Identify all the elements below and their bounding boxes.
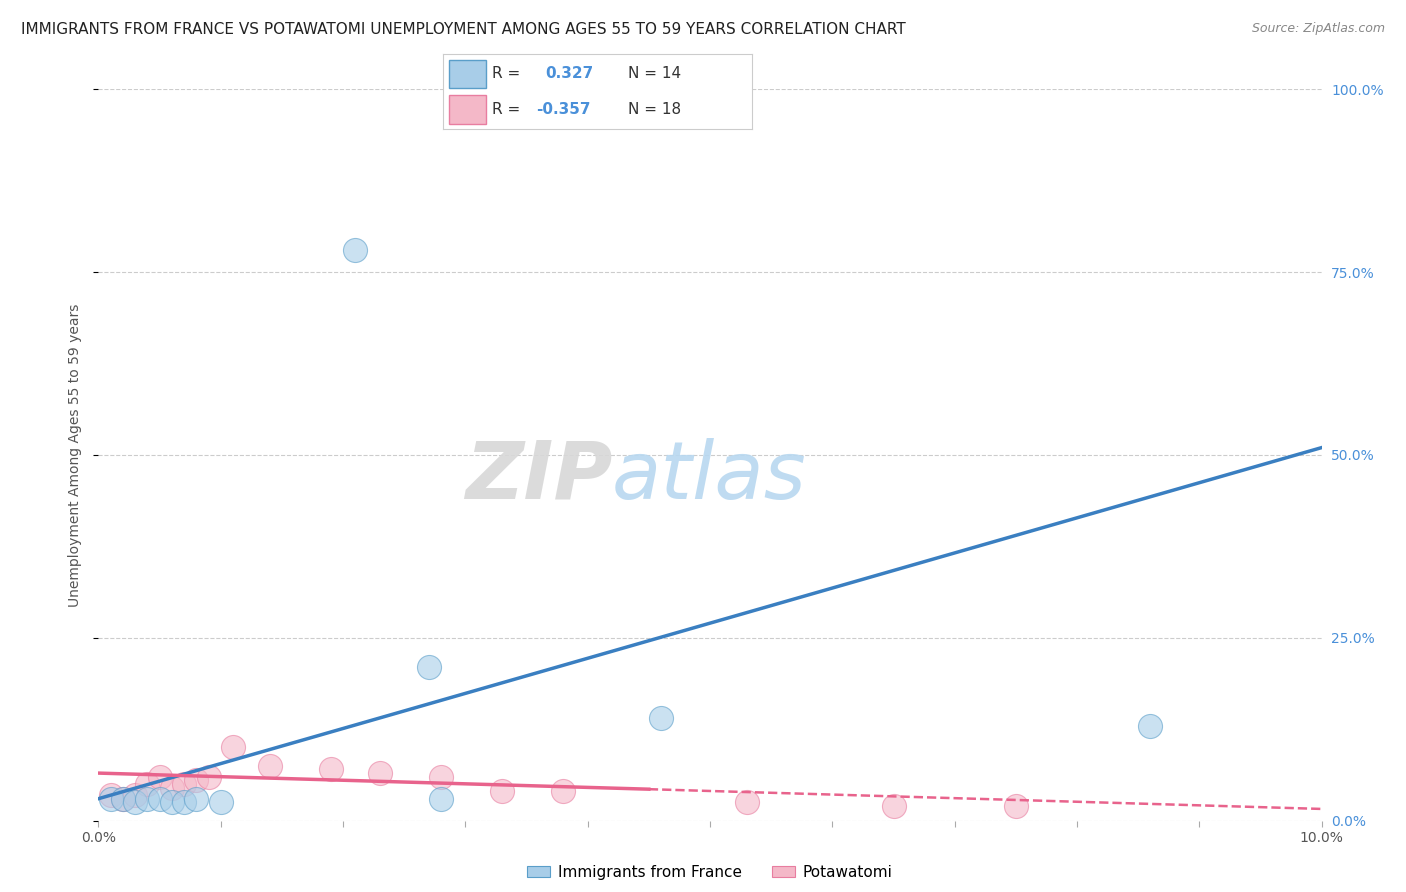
- Text: 0.327: 0.327: [546, 67, 593, 81]
- Point: [186, 791, 208, 805]
- Point: [344, 243, 367, 257]
- Y-axis label: Unemployment Among Ages 55 to 59 years: Unemployment Among Ages 55 to 59 years: [69, 303, 83, 607]
- Text: Source: ZipAtlas.com: Source: ZipAtlas.com: [1251, 22, 1385, 36]
- Point: [111, 791, 134, 805]
- Point: [149, 791, 172, 805]
- Point: [368, 766, 391, 780]
- Point: [491, 784, 513, 798]
- Text: N = 18: N = 18: [628, 102, 682, 117]
- Point: [136, 777, 159, 791]
- Point: [173, 796, 195, 810]
- Point: [418, 660, 440, 674]
- Point: [186, 773, 208, 788]
- Point: [430, 770, 453, 784]
- Point: [1139, 718, 1161, 732]
- Point: [735, 796, 758, 810]
- Point: [160, 796, 183, 810]
- Point: [124, 788, 146, 802]
- Point: [319, 763, 342, 777]
- Point: [209, 796, 232, 810]
- Point: [136, 791, 159, 805]
- Point: [883, 799, 905, 814]
- Point: [111, 791, 134, 805]
- Text: R =: R =: [492, 67, 530, 81]
- Point: [259, 758, 281, 772]
- Point: [553, 784, 575, 798]
- Point: [222, 740, 245, 755]
- Text: N = 14: N = 14: [628, 67, 682, 81]
- Point: [430, 791, 453, 805]
- Point: [197, 770, 219, 784]
- FancyBboxPatch shape: [449, 60, 486, 88]
- Text: atlas: atlas: [612, 438, 807, 516]
- Point: [1004, 799, 1026, 814]
- Point: [100, 788, 122, 802]
- Text: ZIP: ZIP: [465, 438, 612, 516]
- Text: -0.357: -0.357: [536, 102, 591, 117]
- FancyBboxPatch shape: [449, 95, 486, 124]
- Legend: Immigrants from France, Potawatomi: Immigrants from France, Potawatomi: [522, 859, 898, 886]
- Point: [149, 770, 172, 784]
- Point: [100, 791, 122, 805]
- Point: [160, 780, 183, 795]
- Point: [173, 777, 195, 791]
- Text: IMMIGRANTS FROM FRANCE VS POTAWATOMI UNEMPLOYMENT AMONG AGES 55 TO 59 YEARS CORR: IMMIGRANTS FROM FRANCE VS POTAWATOMI UNE…: [21, 22, 905, 37]
- Point: [650, 711, 672, 725]
- Point: [124, 796, 146, 810]
- Text: R =: R =: [492, 102, 526, 117]
